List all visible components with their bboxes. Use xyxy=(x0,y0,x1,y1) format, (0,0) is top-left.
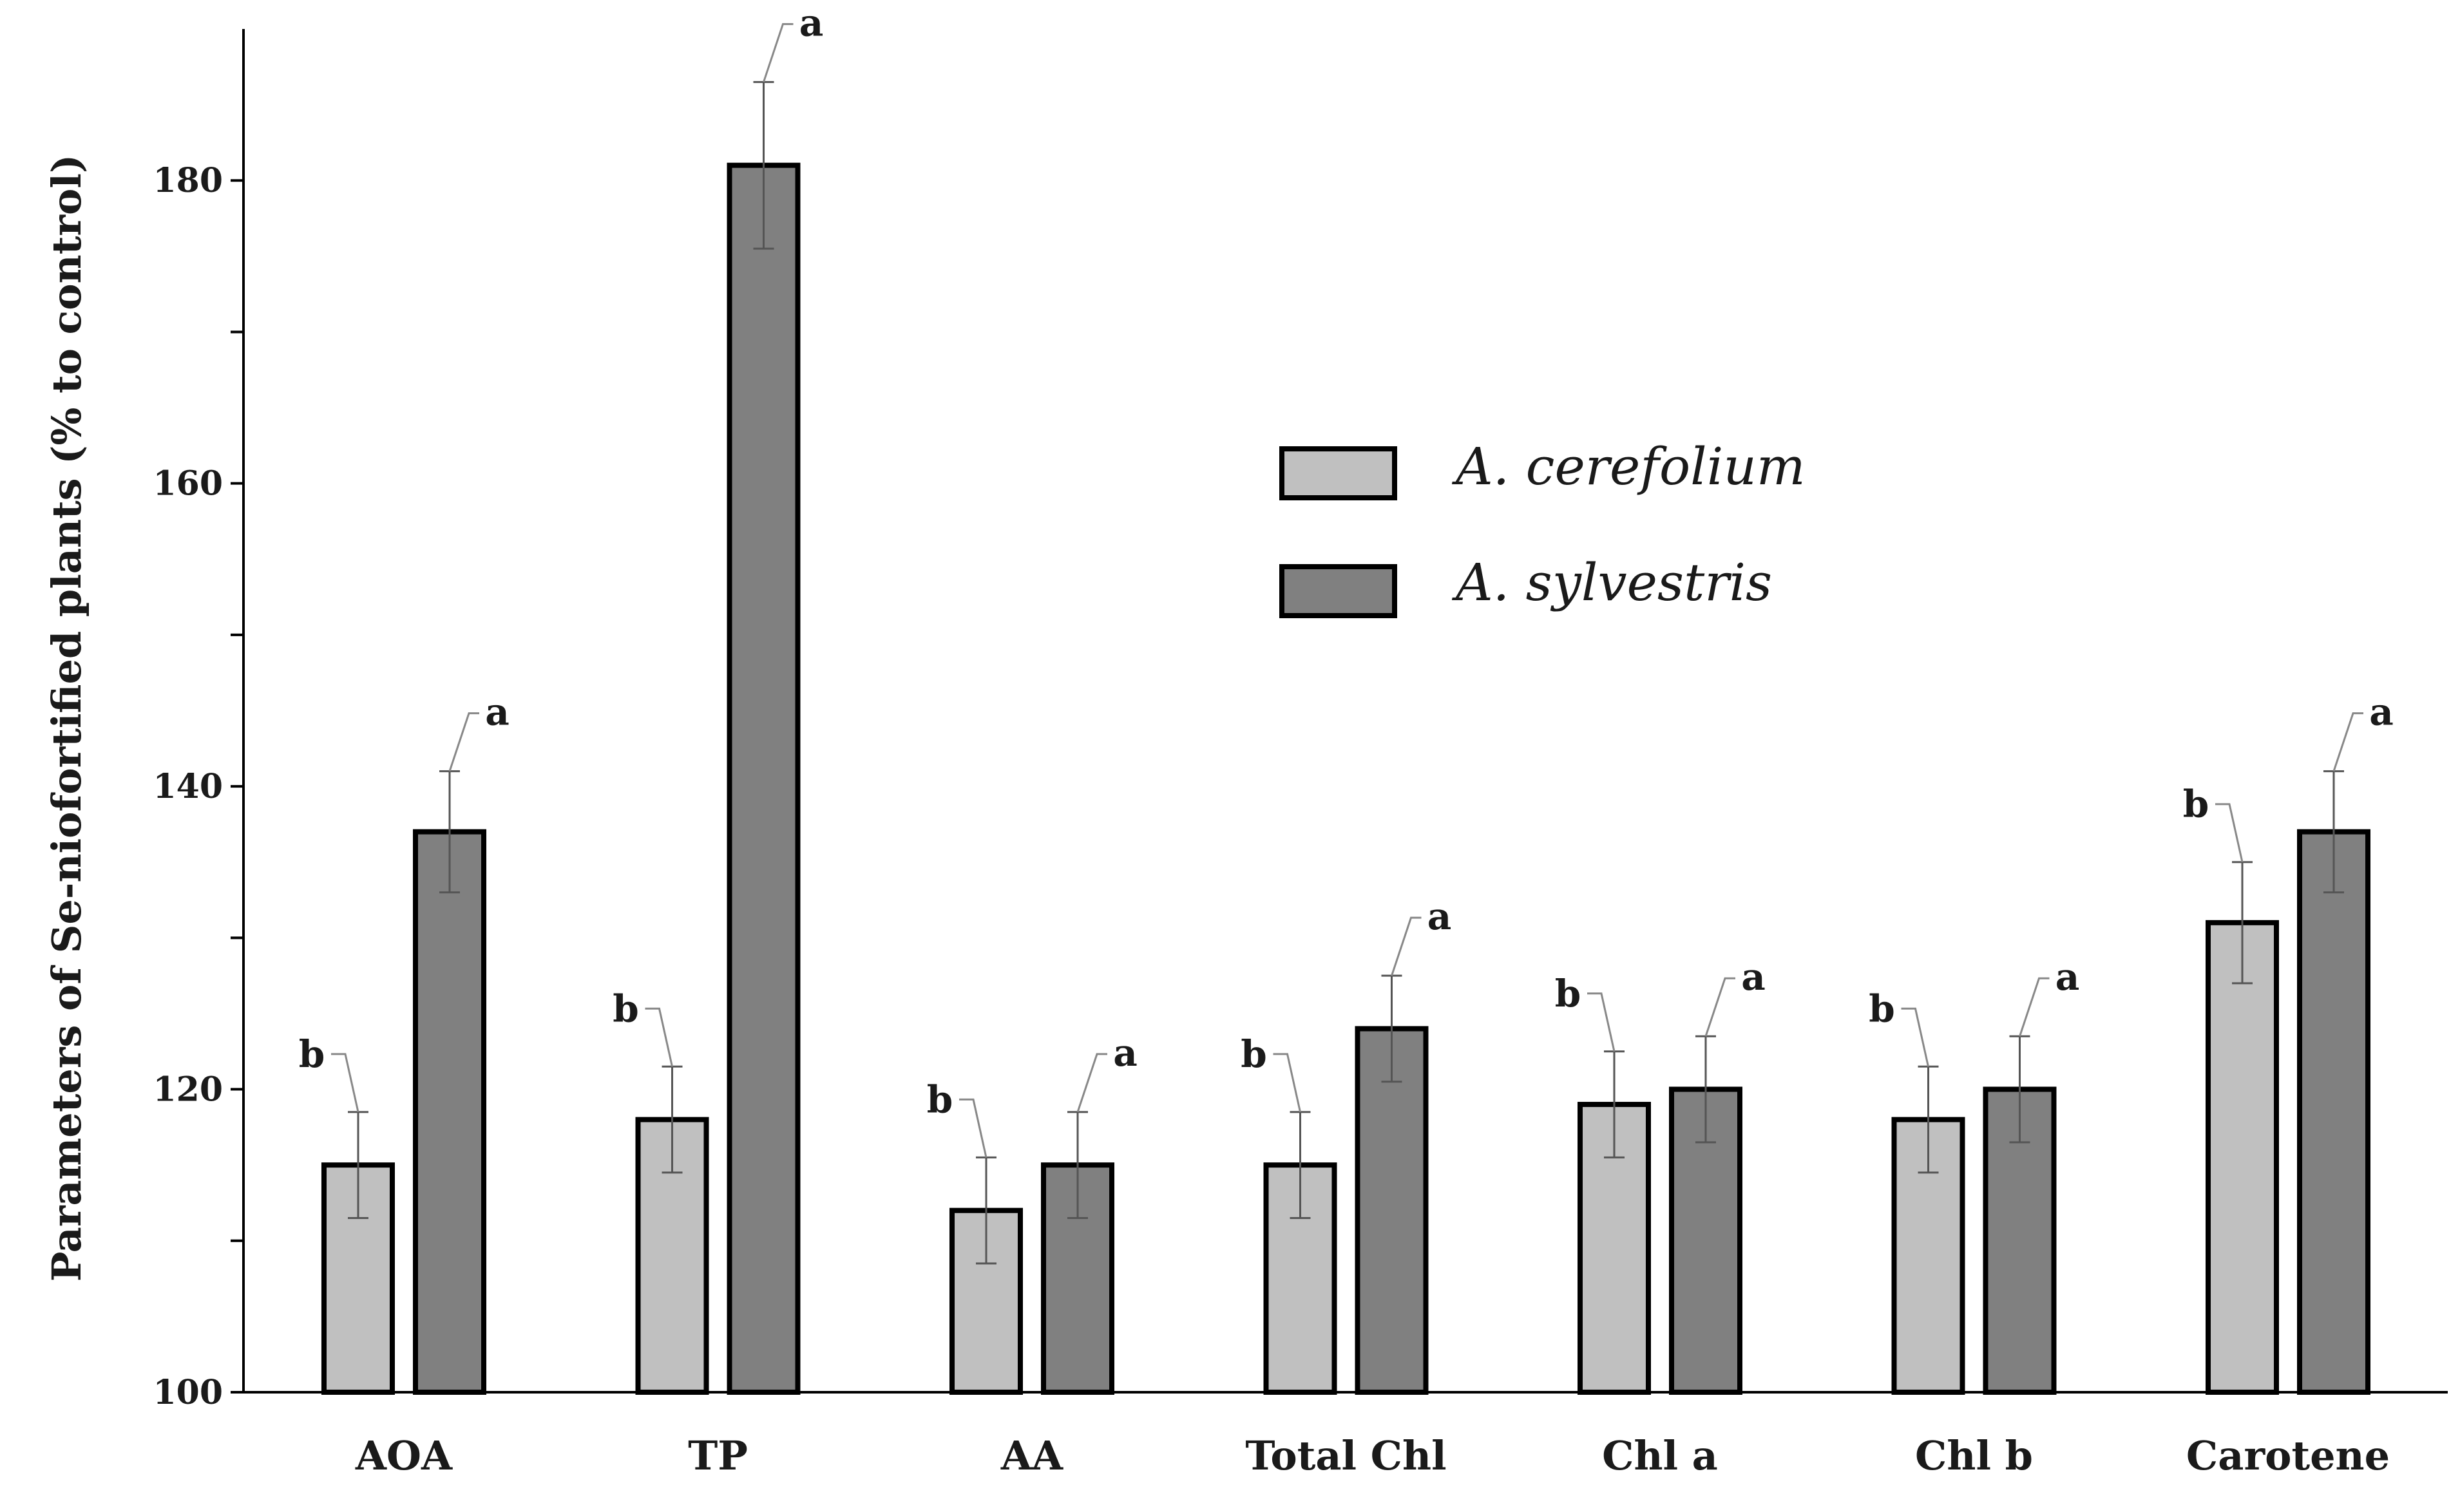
y-axis-ticks: 100 120 140 160 180 xyxy=(153,161,243,1412)
significance-leader-line xyxy=(2332,712,2363,772)
significance-letter: b xyxy=(1869,987,1895,1030)
significance-leader-line xyxy=(1587,992,1616,1052)
significance-letter: a xyxy=(1741,955,1766,999)
error-bars xyxy=(348,80,2344,1265)
x-category-label: AA xyxy=(1000,1432,1063,1479)
significance-letter: b xyxy=(1241,1032,1267,1076)
bar xyxy=(2297,829,2370,1395)
significance-leader-line xyxy=(1901,1007,1929,1067)
x-category-label: AOA xyxy=(355,1432,453,1479)
significance-letter: a xyxy=(1113,1031,1138,1075)
legend-swatch-a-cerefolium xyxy=(1279,446,1397,500)
y-tick-label: 140 xyxy=(153,767,223,806)
x-category-label: Carotene xyxy=(2186,1432,2390,1479)
legend-label-a-cerefolium: A. cerefolium xyxy=(1451,437,1806,496)
legend-label-a-sylvestris: A. sylvestris xyxy=(1451,553,1772,612)
significance-leader-line xyxy=(1076,1053,1107,1113)
significance-letter: a xyxy=(485,690,510,734)
y-tick-label: 180 xyxy=(153,161,223,200)
significance-letter: a xyxy=(1427,894,1452,938)
x-axis-category-labels: AOA TP AA Total Chl Chl a Chl b Carotene xyxy=(355,1432,2390,1479)
significance-letter: b xyxy=(1555,972,1581,1016)
significance-letter: a xyxy=(2055,955,2080,999)
significance-leader-line xyxy=(645,1007,673,1067)
bar xyxy=(1355,1026,1429,1395)
x-category-label: Chl b xyxy=(1915,1432,2033,1479)
significance-leader-line xyxy=(2019,977,2050,1037)
significance-letter: a xyxy=(2369,690,2394,734)
significance-leader-line xyxy=(2215,803,2244,863)
x-category-label: Total Chl xyxy=(1245,1432,1446,1479)
x-category-label: TP xyxy=(688,1432,748,1479)
axes xyxy=(242,29,2448,1394)
y-tick-label: 100 xyxy=(153,1373,223,1412)
significance-leader-line xyxy=(1704,977,1735,1037)
significance-letter: b xyxy=(2183,782,2209,826)
significance-letter: b xyxy=(927,1077,953,1121)
significance-leader-line xyxy=(1273,1053,1301,1113)
x-category-label: Chl a xyxy=(1602,1432,1718,1479)
significance-letter: b xyxy=(299,1032,325,1076)
significance-leader-line xyxy=(448,712,479,772)
y-tick-label: 120 xyxy=(153,1070,223,1110)
significance-leader-line xyxy=(959,1098,987,1158)
significance-leader-line xyxy=(331,1053,359,1113)
bar xyxy=(727,162,801,1395)
significance-leader-line xyxy=(1391,916,1422,976)
y-tick-label: 160 xyxy=(153,464,223,504)
bar xyxy=(413,829,486,1395)
legend-swatch-a-sylvestris xyxy=(1279,564,1397,618)
significance-letter: a xyxy=(799,1,824,44)
significance-letter: b xyxy=(613,987,639,1030)
legend: A. cerefolium A. sylvestris xyxy=(1279,437,1806,618)
bars xyxy=(321,162,2370,1395)
bar xyxy=(2206,920,2279,1395)
significance-leader-line xyxy=(763,23,794,82)
y-axis-title: Parameters of Se-niofortified plants (% … xyxy=(43,155,90,1282)
significance-letters: b a b a b a b a b a b a b a xyxy=(299,1,2394,1158)
